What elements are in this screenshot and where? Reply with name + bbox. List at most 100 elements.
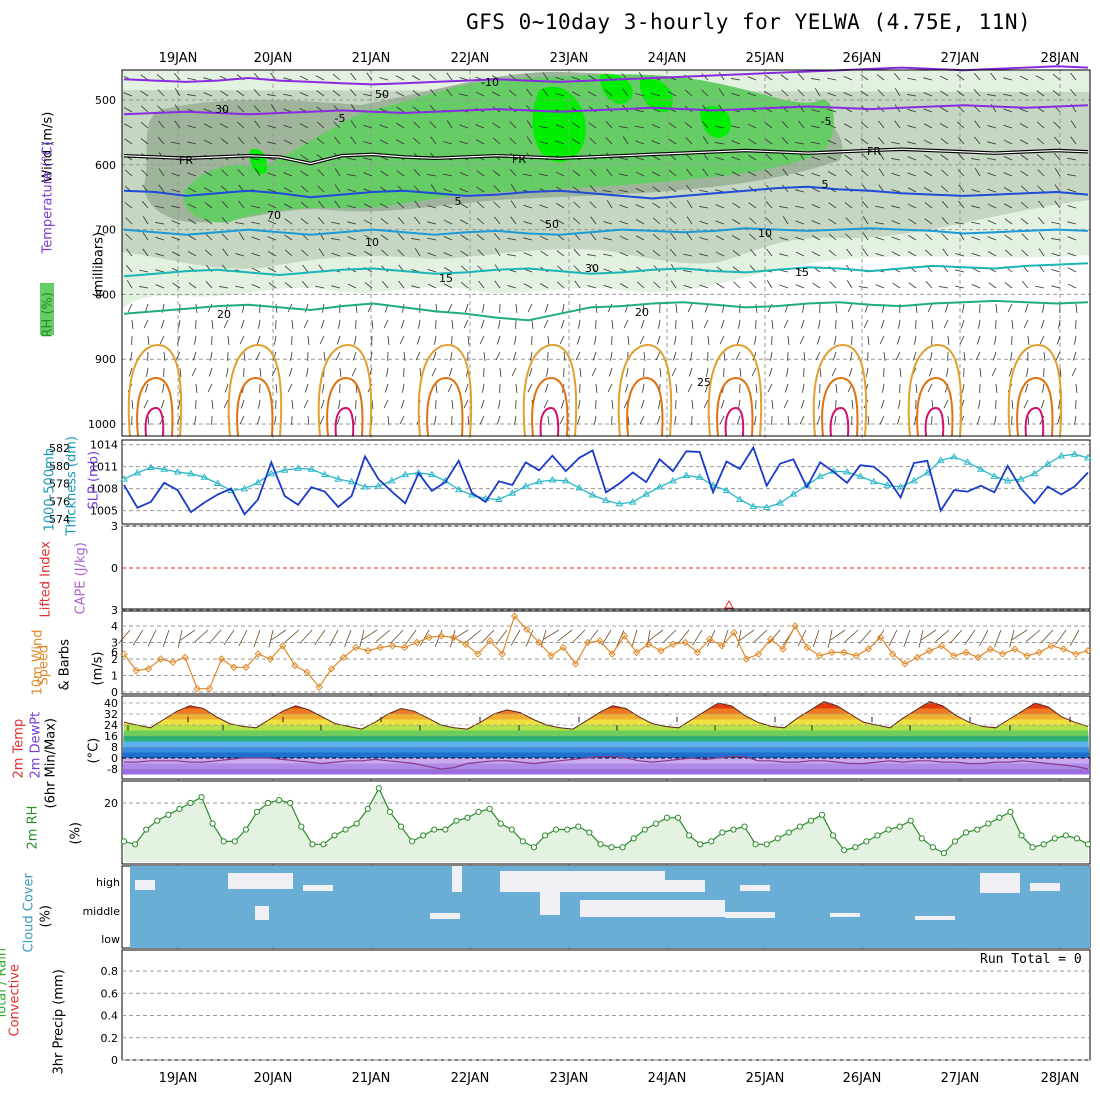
wind-barb [158, 168, 165, 177]
wind-barb [668, 186, 677, 193]
wind-barb [816, 335, 821, 345]
wind-barb [754, 415, 757, 425]
wind-barb [607, 383, 613, 393]
thickness-point [401, 470, 410, 478]
wind-barb [511, 367, 517, 377]
wind-barb [1070, 72, 1077, 81]
wind-barb [802, 303, 805, 313]
wind-barb [573, 249, 581, 257]
wind-barb [595, 303, 598, 313]
wind-barb [925, 281, 933, 289]
wind-barb [947, 415, 950, 425]
wind-barb [221, 233, 229, 241]
wind-barb [300, 123, 309, 129]
wind-barb [683, 284, 693, 289]
wind-barb [427, 174, 437, 177]
wind-barb [299, 91, 309, 97]
wind-barb [795, 189, 805, 193]
wind-barb [267, 125, 277, 129]
wind-barb [764, 122, 773, 129]
wind-barb [367, 303, 373, 313]
wind-barb [237, 169, 245, 177]
date-label-bottom: 27JAN [941, 1071, 980, 1086]
wind-barb [284, 187, 293, 193]
wind-barb [811, 251, 821, 257]
wind-barb [941, 233, 949, 241]
wind-barb [274, 335, 277, 345]
wind-barb [867, 335, 870, 345]
wind-barb [155, 222, 165, 225]
precip-label-3: 3hr Precip (mm) [51, 969, 67, 1075]
wind-barb [619, 157, 629, 161]
wind-barb [479, 335, 485, 345]
wind-barb [402, 383, 405, 393]
rh2m-point [530, 844, 538, 851]
wind-barb [685, 153, 693, 161]
wind-barb [683, 270, 693, 273]
wind10-point [132, 666, 140, 675]
wind-barb [146, 367, 149, 377]
wind-barb [783, 399, 789, 409]
isotherm-15 [123, 262, 1089, 278]
wind10-point [181, 653, 189, 662]
wind-barb [171, 220, 181, 225]
wind-barb [331, 238, 341, 241]
wind-barb [923, 92, 933, 97]
wind10-point [559, 643, 567, 652]
wind-barb [379, 93, 389, 97]
temp-band [122, 758, 1090, 764]
wind-barb [899, 367, 902, 377]
wind-barb [144, 383, 149, 393]
wind-barb [339, 367, 342, 377]
wind-barb [224, 383, 229, 393]
wind-barb [690, 351, 693, 361]
wind-barb [140, 121, 149, 129]
wind-barb [464, 303, 469, 313]
wind-barb [731, 156, 741, 161]
wind-barb [492, 122, 501, 129]
thickness-point [736, 495, 744, 502]
wind-barb [1038, 200, 1045, 209]
wind-barb [125, 264, 133, 273]
wind-barb [940, 123, 949, 129]
wind-barb [1021, 185, 1029, 193]
rh2m-point [863, 838, 870, 845]
isotherm-25-loop [617, 343, 673, 437]
wind-barb [755, 303, 758, 313]
wind-barb [828, 249, 837, 257]
rh2m-point [176, 805, 183, 813]
wind-barb [875, 253, 885, 257]
wind10-point [400, 643, 409, 652]
wind-barb [544, 303, 549, 313]
rh2m-point [652, 820, 659, 827]
isotherm-25-loop [227, 343, 283, 437]
wind10-barb [495, 629, 508, 645]
wind-barb [850, 351, 853, 361]
wind-barb [1037, 121, 1045, 129]
wind-barb [443, 141, 453, 145]
wind-barb [354, 335, 357, 345]
wind10-point [474, 650, 482, 658]
wind-barb [620, 283, 629, 289]
wind-barb [958, 200, 965, 209]
wind10-barb [903, 629, 911, 648]
wind10-point [962, 648, 970, 657]
wind-barb [187, 203, 197, 209]
thickness-point [387, 476, 396, 484]
wind-barb [1067, 252, 1077, 257]
thickness-point [588, 491, 597, 498]
wind-barb [675, 303, 678, 313]
wind-barb [555, 171, 565, 177]
thickness-point [722, 486, 731, 494]
wind-barb [171, 251, 181, 257]
wind-barb [845, 233, 853, 241]
isotherm-label-15: 15 [439, 272, 453, 285]
wind-barb [875, 205, 885, 209]
wind-barb [588, 91, 597, 97]
wind-barb [835, 383, 838, 393]
wind-barb [781, 153, 789, 161]
wind-barb [467, 335, 470, 345]
wind10-barb [132, 629, 144, 646]
wind-barb [399, 415, 405, 425]
wind-barb [656, 415, 661, 425]
